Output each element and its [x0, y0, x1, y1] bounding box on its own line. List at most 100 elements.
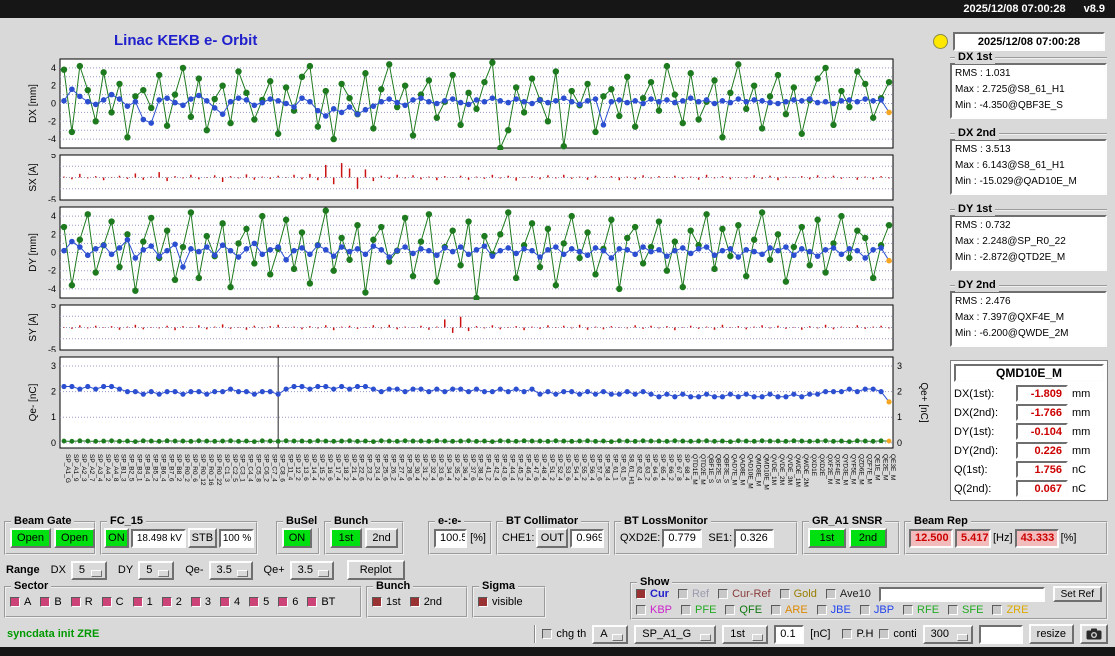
group-label: GR_A1 SNSR — [809, 515, 886, 528]
checkbox-c[interactable]: C — [101, 596, 124, 608]
ph-checkbox[interactable]: P.H — [842, 628, 873, 640]
fc15-on-button[interactable]: ON — [104, 528, 129, 548]
stat-min: Min : -6.200@QWDE_2M — [955, 328, 1069, 339]
bpm-label: SP_33_6 — [437, 454, 444, 481]
bpm-label: SP_11_4 — [286, 454, 293, 481]
sector-select[interactable]: A — [592, 624, 629, 644]
checkbox-2nd[interactable]: 2nd — [409, 596, 442, 608]
checkbox-cur-ref[interactable]: Cur-Ref — [718, 588, 771, 600]
bunch-group: Bunch 1st 2nd — [324, 515, 404, 555]
snsr-2nd-button[interactable]: 2nd — [849, 528, 887, 548]
checkbox-6[interactable]: 6 — [278, 596, 298, 608]
status-lamp-icon — [933, 34, 948, 49]
set-ref-input[interactable] — [878, 586, 1045, 602]
group-label: FC_15 — [107, 515, 147, 528]
checkbox-1st[interactable]: 1st — [372, 596, 401, 608]
checkbox-pfe[interactable]: PFE — [681, 604, 716, 616]
checkbox-4[interactable]: 4 — [219, 596, 240, 608]
snsr-1st-button[interactable]: 1st — [808, 528, 846, 548]
bunch-2nd-button[interactable]: 2nd — [365, 528, 398, 548]
camera-icon — [1086, 628, 1102, 640]
bpm-label: SP_61_1 — [612, 454, 619, 481]
monitor-row: DX(1st): -1.809 mm — [954, 384, 1104, 403]
bpm-label: SP_35_2 — [453, 454, 460, 481]
bpm-label: SP_R0_2 — [183, 454, 190, 482]
bpm-label: QBF3E_S — [723, 454, 730, 484]
bpm-label: SP_B7_6 — [167, 454, 174, 482]
bpm-label: SP_A4_8 — [112, 454, 119, 482]
extra-input[interactable] — [978, 624, 1023, 644]
svg-text:DX [mm]: DX [mm] — [28, 84, 39, 123]
bpm-label: QBF1E_S — [707, 454, 714, 484]
checkbox-ave10[interactable]: Ave10 — [825, 588, 871, 600]
page-title: Linac KEKB e- Orbit — [114, 32, 258, 49]
bunch-1st-button[interactable]: 1st — [330, 528, 362, 548]
svg-text:DY [mm]: DY [mm] — [28, 233, 39, 272]
stat-max: Max : 2.725@S8_61_H1 — [955, 84, 1065, 95]
che1-out-button[interactable]: OUT — [536, 528, 569, 548]
beam-gate-open-2-button[interactable]: Open — [54, 528, 95, 548]
range-qep-select[interactable]: 3.5 — [289, 560, 334, 580]
checkbox-ref[interactable]: Ref — [677, 588, 709, 600]
checkbox-rfe[interactable]: RFE — [903, 604, 939, 616]
set-ref-button[interactable]: Set Ref — [1052, 586, 1102, 602]
checkbox-b[interactable]: B — [40, 596, 62, 608]
show-row2-checkboxes: KBP PFE QFE ARE JBE JBP RFE SFE ZRE — [636, 604, 1028, 616]
screenshot-button[interactable] — [1080, 624, 1108, 644]
bpm-label: SP_R0_22 — [215, 454, 222, 486]
replot-button[interactable]: Replot — [346, 560, 405, 580]
bpm-label: SP_C8_6 — [278, 454, 285, 482]
bpm-label: QE3E_M — [889, 454, 896, 480]
status-bar: syncdata init ZRE chg th A SP_A1_G 1st [… — [0, 622, 1115, 646]
dy-plot: 4 2 0 -2 -4 DY [mm] — [2, 206, 937, 302]
checkbox-jbp[interactable]: JBP — [859, 604, 894, 616]
checkbox-visible[interactable]: visible — [478, 596, 523, 608]
monitor-label: Q(1st): — [954, 463, 988, 476]
bpm-label: SP_A1_G — [64, 454, 71, 483]
checkbox-5[interactable]: 5 — [249, 596, 269, 608]
checkbox-3[interactable]: 3 — [190, 596, 211, 608]
svg-text:2: 2 — [51, 81, 56, 91]
fc15-kv-readout: 18.498 kV — [130, 528, 186, 548]
svg-text:5: 5 — [51, 304, 56, 310]
range-dy-select[interactable]: 5 — [138, 560, 175, 580]
se1-label: SE1: — [708, 532, 733, 544]
svg-text:2: 2 — [897, 387, 902, 397]
checkbox-bt[interactable]: BT — [307, 596, 335, 608]
bpm-label: SP_B1_3 — [120, 454, 127, 482]
checkbox-1[interactable]: 1 — [132, 596, 153, 608]
range-label: Range — [6, 564, 40, 576]
bpm-label: SP_55_2 — [580, 454, 587, 481]
stat-min: Min : -2.872@QTD2E_M — [955, 252, 1066, 263]
resize-button[interactable]: resize — [1028, 624, 1074, 644]
beam-gate-open-1-button[interactable]: Open — [10, 528, 51, 548]
fc15-stb-button[interactable]: STB — [187, 528, 217, 548]
interval-select[interactable]: 300 — [922, 624, 973, 644]
chg-th-checkbox[interactable]: chg th — [542, 628, 586, 640]
checkbox-2[interactable]: 2 — [161, 596, 182, 608]
checkbox-sfe[interactable]: SFE — [948, 604, 983, 616]
checkbox-r[interactable]: R — [70, 596, 93, 608]
threshold-input[interactable] — [774, 624, 805, 644]
range-qem-select[interactable]: 3.5 — [208, 560, 253, 580]
bpm-label: SP_64_6 — [651, 454, 658, 481]
checkbox-jbe[interactable]: JBE — [816, 604, 851, 616]
stat-box-dy-2nd: DY 2nd RMS : 2.476 Max : 7.397@QXF4E_M M… — [950, 279, 1107, 347]
bunch-select[interactable]: 1st — [722, 624, 769, 644]
svg-text:3: 3 — [897, 361, 902, 371]
device-select[interactable]: SP_A1_G — [634, 624, 717, 644]
checkbox-qfe[interactable]: QFE — [725, 604, 762, 616]
bpm-label: QVDE_1M — [770, 454, 777, 485]
checkbox-cur[interactable]: Cur — [636, 588, 669, 600]
conti-checkbox[interactable]: conti — [879, 628, 917, 640]
svg-text:2: 2 — [51, 229, 56, 239]
busel-on-button[interactable]: ON — [282, 528, 312, 548]
checkbox-are[interactable]: ARE — [771, 604, 808, 616]
stat-title: DX 2nd — [955, 127, 999, 140]
checkbox-a[interactable]: A — [10, 596, 31, 608]
monitor-label: DX(2nd): — [954, 406, 999, 419]
checkbox-zre[interactable]: ZRE — [992, 604, 1028, 616]
checkbox-kbp[interactable]: KBP — [636, 604, 672, 616]
range-dx-select[interactable]: 5 — [70, 560, 107, 580]
checkbox-gold[interactable]: Gold — [779, 588, 817, 600]
